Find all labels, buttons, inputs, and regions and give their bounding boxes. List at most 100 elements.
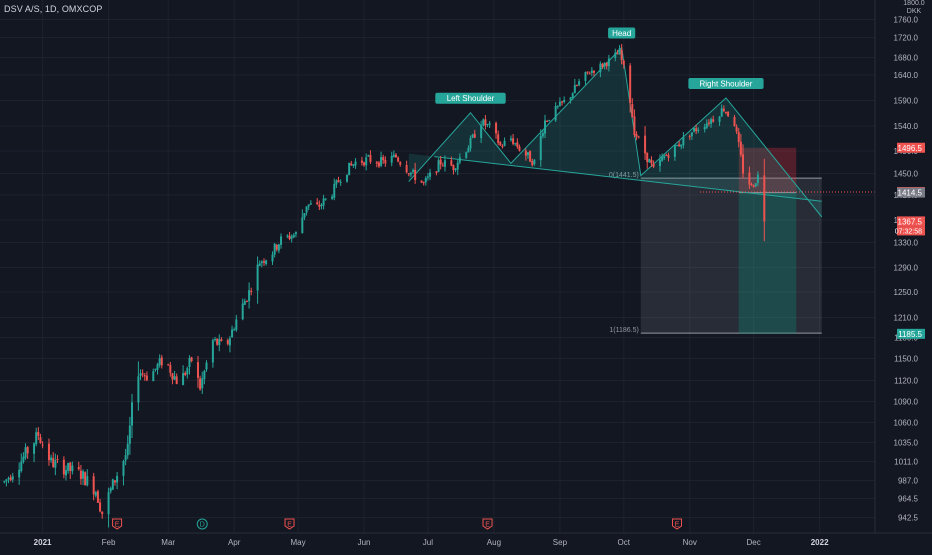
candle xyxy=(124,448,127,466)
event-marker[interactable]: E xyxy=(284,518,295,530)
candle-body xyxy=(84,472,87,486)
candle-body xyxy=(426,176,429,178)
candle xyxy=(435,171,438,176)
pattern-label-text: Right Shoulder xyxy=(700,79,753,88)
event-marker[interactable]: E xyxy=(482,518,493,530)
candle xyxy=(188,355,191,375)
candle-body xyxy=(690,132,693,137)
y-tick-label: 1680.0 xyxy=(894,54,919,63)
candle-body xyxy=(465,152,468,158)
candle-body xyxy=(695,128,698,132)
price-tag: 1496.5 xyxy=(897,142,925,153)
candle xyxy=(190,356,193,363)
candle-body xyxy=(584,72,587,81)
price-tag-label: 1496.5 xyxy=(898,144,923,153)
candle xyxy=(141,369,144,378)
candle-body xyxy=(752,185,755,188)
candle-body xyxy=(11,476,14,480)
candle-body xyxy=(292,234,295,238)
pattern-label-bg xyxy=(608,27,636,39)
candle-body xyxy=(499,142,502,146)
candle xyxy=(339,179,342,186)
candle xyxy=(303,213,306,221)
candle xyxy=(196,356,199,388)
candle xyxy=(722,105,725,113)
candle xyxy=(331,194,334,200)
candle-body xyxy=(182,373,185,386)
candle xyxy=(360,156,363,166)
candle xyxy=(375,160,378,168)
candle xyxy=(754,182,757,188)
candle xyxy=(405,160,408,174)
candle-body xyxy=(546,121,549,123)
event-marker-label: E xyxy=(115,522,120,529)
x-tick-label: Feb xyxy=(102,538,116,547)
candle-body xyxy=(290,236,293,239)
candle xyxy=(352,164,355,168)
candle-body xyxy=(544,120,547,134)
candle xyxy=(56,455,59,464)
price-tag-bg xyxy=(897,216,925,227)
candle xyxy=(128,416,131,455)
candle xyxy=(514,142,517,146)
candle xyxy=(235,314,238,332)
pattern-fill xyxy=(640,97,822,217)
candle xyxy=(637,135,640,139)
candle-body xyxy=(218,339,221,346)
candle xyxy=(603,62,606,70)
y-tick-label: 1290.0 xyxy=(894,264,919,273)
candle-body xyxy=(384,160,387,164)
candle-body xyxy=(18,469,21,478)
candle-body xyxy=(201,378,204,389)
candle-body xyxy=(575,85,578,87)
x-tick-label: Jul xyxy=(423,538,433,547)
candle-body xyxy=(203,370,206,379)
candle-body xyxy=(458,157,461,163)
event-marker[interactable]: E xyxy=(112,518,123,530)
candle xyxy=(676,144,679,147)
candle xyxy=(724,111,727,115)
candle-body xyxy=(637,136,640,138)
candle-body xyxy=(710,119,713,124)
event-marker[interactable]: E xyxy=(672,518,683,530)
candle xyxy=(392,150,395,158)
candle xyxy=(663,153,666,161)
candle-body xyxy=(443,160,446,167)
candle xyxy=(712,115,715,123)
y-tick-label: 987.0 xyxy=(898,477,919,486)
candle xyxy=(484,114,487,130)
candle xyxy=(601,62,604,69)
candle-body xyxy=(569,97,572,100)
pattern-label: Right Shoulder xyxy=(688,77,764,89)
candle-body xyxy=(707,122,710,124)
candle-body xyxy=(412,170,415,172)
y-tick-label: 1450.0 xyxy=(894,170,919,179)
event-marker-label: E xyxy=(675,522,680,529)
candle-body xyxy=(130,402,133,426)
candle xyxy=(116,471,119,490)
candle-body xyxy=(616,53,619,55)
candle xyxy=(575,84,578,87)
candle xyxy=(541,129,544,139)
candle-body xyxy=(214,339,217,341)
candle xyxy=(592,70,595,77)
candle-body xyxy=(265,260,268,264)
candle xyxy=(733,114,736,127)
candle-body xyxy=(171,373,174,380)
fib-level-0-label: 0(1441.5) xyxy=(609,172,639,179)
candle-body xyxy=(680,144,683,147)
candle xyxy=(742,144,745,179)
candle xyxy=(260,260,263,268)
candle-body xyxy=(452,165,455,171)
candle-body xyxy=(605,63,608,67)
candle xyxy=(599,61,602,78)
candle-body xyxy=(539,135,542,161)
candle xyxy=(650,156,653,167)
candle-body xyxy=(52,458,55,467)
event-marker[interactable]: D xyxy=(196,518,208,530)
candle xyxy=(301,209,304,234)
candle xyxy=(618,45,621,55)
